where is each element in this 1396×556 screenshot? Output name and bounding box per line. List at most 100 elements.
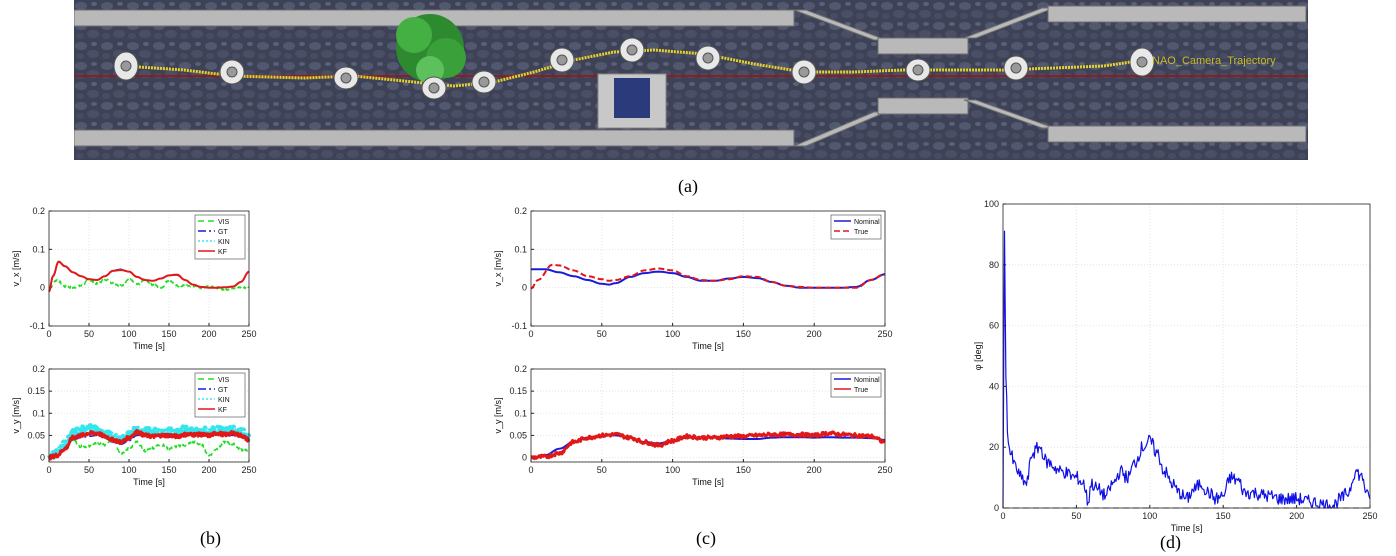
- x-tick-label: 100: [665, 465, 680, 475]
- y-axis-label: v_y [m/s]: [493, 397, 503, 433]
- series-line-true: [530, 263, 886, 290]
- wall-bottom: [74, 97, 1307, 147]
- y-tick-label: 0.1: [514, 244, 527, 254]
- x-tick-label: 0: [528, 329, 533, 339]
- series-line-true: [530, 430, 886, 461]
- y-tick-label: 0.15: [509, 386, 527, 396]
- y-tick-label: 0: [994, 503, 999, 513]
- x-tick-label: 50: [1071, 511, 1081, 521]
- y-tick-label: 0.15: [27, 386, 45, 396]
- x-tick-label: 50: [597, 329, 607, 339]
- series-line-vis: [48, 277, 250, 292]
- y-tick-label: 40: [989, 381, 999, 391]
- x-tick-label: 150: [736, 465, 751, 475]
- plot-frame: [1002, 203, 1371, 509]
- y-tick-label: 0: [522, 283, 527, 293]
- series-line-phi: [1002, 230, 1371, 509]
- x-tick-label: 200: [807, 465, 822, 475]
- legend-box: [830, 214, 882, 240]
- plot-area: [1003, 204, 1370, 508]
- y-tick-label: 0.2: [514, 206, 527, 216]
- x-tick-label: 50: [597, 465, 607, 475]
- series-line-kf: [48, 428, 251, 461]
- y-axis-label: v_x [m/s]: [493, 250, 503, 286]
- caption-b: (b): [200, 528, 221, 548]
- box-obstacle: [597, 73, 667, 129]
- x-tick-label: 150: [161, 465, 176, 475]
- legend-label: Nominal: [854, 377, 880, 384]
- y-tick-label: 0.05: [27, 430, 45, 440]
- y-tick-label: -0.1: [511, 321, 527, 331]
- plot-frame: [48, 368, 250, 463]
- x-tick-label: 0: [528, 465, 533, 475]
- x-tick-label: 150: [1216, 511, 1231, 521]
- legend-box: [830, 372, 882, 398]
- x-tick-label: 200: [201, 465, 216, 475]
- caption-d: (d): [1160, 532, 1181, 552]
- series-line-nominal: [531, 268, 886, 289]
- legend-label: True: [854, 387, 868, 394]
- chart-c2: 0 50 100 150 200 250 0 0.05 0.1 0.15 0.2 Time [s] v_…: [493, 364, 893, 487]
- x-axis-label: Time [s]: [133, 477, 165, 487]
- y-axis-label: φ [deg]: [973, 342, 983, 370]
- y-tick-label: 0.2: [32, 206, 45, 216]
- plot-frame: [530, 368, 886, 463]
- x-tick-label: 50: [84, 329, 94, 339]
- x-tick-label: 200: [201, 329, 216, 339]
- legend-label: KF: [218, 407, 227, 414]
- robot-poses: [113, 37, 1155, 100]
- y-tick-label: -0.1: [29, 321, 45, 331]
- legend-label: GT: [218, 229, 228, 236]
- legend-label: True: [854, 229, 868, 236]
- x-tick-label: 250: [241, 465, 256, 475]
- plot-area: [531, 369, 885, 462]
- x-tick-label: 100: [665, 329, 680, 339]
- legend-label: VIS: [218, 377, 230, 384]
- legend-label: KIN: [218, 397, 230, 404]
- y-tick-label: 20: [989, 442, 999, 452]
- y-tick-label: 0.1: [32, 408, 45, 418]
- y-tick-label: 80: [989, 260, 999, 270]
- x-tick-label: 250: [877, 465, 892, 475]
- x-tick-label: 100: [121, 329, 136, 339]
- y-tick-label: 0: [522, 453, 527, 463]
- y-axis-label: v_x [m/s]: [11, 250, 21, 286]
- y-tick-label: 0.1: [514, 408, 527, 418]
- trajectory-label: NAO_Camera_Trajectory: [1152, 55, 1276, 67]
- legend-label: GT: [218, 387, 228, 394]
- legend-label: VIS: [218, 219, 230, 226]
- x-axis-label: Time [s]: [692, 341, 724, 351]
- x-axis-label: Time [s]: [1171, 523, 1203, 533]
- x-tick-label: 0: [46, 329, 51, 339]
- x-tick-label: 200: [1289, 511, 1304, 521]
- x-tick-label: 250: [877, 329, 892, 339]
- caption-a: (a): [678, 176, 698, 196]
- x-tick-label: 150: [736, 329, 751, 339]
- legend-label: KF: [218, 249, 227, 256]
- legend-label: KIN: [218, 239, 230, 246]
- y-tick-label: 0: [40, 283, 45, 293]
- y-tick-label: 0.2: [514, 364, 527, 374]
- y-axis-label: v_y [m/s]: [11, 397, 21, 433]
- x-tick-label: 100: [1142, 511, 1157, 521]
- plot-frame: [48, 210, 250, 327]
- x-tick-label: 250: [1362, 511, 1377, 521]
- caption-c: (c): [696, 528, 716, 548]
- x-tick-label: 50: [84, 465, 94, 475]
- series-line-vis: [48, 437, 250, 460]
- x-tick-label: 150: [161, 329, 176, 339]
- y-tick-label: 0.05: [509, 430, 527, 440]
- x-tick-label: 100: [121, 465, 136, 475]
- x-tick-label: 200: [807, 329, 822, 339]
- y-tick-label: 0.2: [32, 364, 45, 374]
- x-tick-label: 0: [1000, 511, 1005, 521]
- x-axis-label: Time [s]: [692, 477, 724, 487]
- y-tick-label: 60: [989, 321, 999, 331]
- chart-d: 0 50 100 150 200 250 0 20 40 60 80 100 Time [s] φ [de…: [973, 199, 1378, 533]
- y-tick-label: 100: [984, 199, 999, 209]
- y-tick-label: 0.1: [32, 244, 45, 254]
- plot-area: [531, 211, 885, 326]
